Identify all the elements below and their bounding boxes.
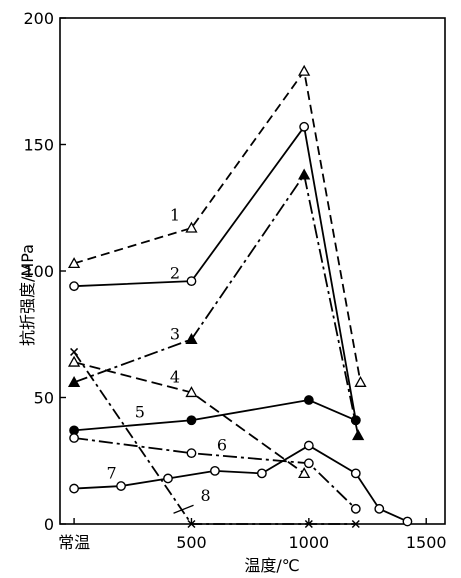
series-3: 3 xyxy=(67,168,365,441)
series-label: 4 xyxy=(170,367,180,386)
data-point xyxy=(374,503,385,514)
y-tick-label: 0 xyxy=(44,515,54,534)
series-line xyxy=(73,437,357,510)
labels: 温度/℃ 抗折强度/MPa xyxy=(18,244,300,575)
y-tick-label: 150 xyxy=(23,136,54,155)
data-point xyxy=(299,121,310,132)
series-label: 3 xyxy=(170,324,180,343)
series-2: 2 xyxy=(69,121,361,426)
y-axis-label: 抗折强度/MPa xyxy=(18,244,37,346)
data-point xyxy=(67,375,81,387)
series-line xyxy=(73,70,362,383)
data-point xyxy=(116,481,126,491)
data-point xyxy=(304,519,313,529)
data-point xyxy=(350,415,361,426)
series-8: 8 xyxy=(70,347,360,529)
data-point xyxy=(350,503,361,514)
data-point xyxy=(210,465,220,476)
series-6: 6 xyxy=(69,433,361,514)
series-line xyxy=(73,173,360,436)
data-point xyxy=(186,448,197,459)
data-point xyxy=(351,519,360,529)
data-point xyxy=(350,468,361,479)
series-1: 1 xyxy=(67,64,367,387)
data-point xyxy=(186,276,197,287)
data-point xyxy=(303,440,314,451)
data-point xyxy=(298,168,311,180)
data-point xyxy=(298,64,311,76)
data-point xyxy=(67,257,81,269)
data-point xyxy=(303,458,314,469)
data-point xyxy=(256,468,267,479)
y-tick-label: 100 xyxy=(23,262,54,281)
y-tick-label: 200 xyxy=(23,9,54,28)
data-point xyxy=(303,395,314,405)
x-tick-label: 1000 xyxy=(288,533,329,552)
series-line xyxy=(73,351,356,525)
series-label: 1 xyxy=(170,205,180,224)
plot-frame xyxy=(59,17,446,525)
series-line xyxy=(74,399,357,432)
data-point xyxy=(67,355,81,367)
series-layer: 1 2 3 4 5 6 7 8 xyxy=(67,64,413,529)
series-line xyxy=(74,125,357,421)
series-label: 7 xyxy=(107,463,117,482)
series-label: 6 xyxy=(217,436,227,455)
x-tick-label: 1500 xyxy=(406,533,447,552)
data-point xyxy=(185,332,198,344)
data-point xyxy=(185,221,198,233)
data-point xyxy=(298,467,311,479)
data-point xyxy=(69,281,79,292)
axes: 0 50 100 150 200 常温 500 1000 1500 xyxy=(23,9,446,552)
data-point xyxy=(163,473,173,484)
data-point xyxy=(187,519,196,529)
series-label: 5 xyxy=(135,403,145,422)
data-point xyxy=(186,415,197,426)
series-label: 2 xyxy=(170,264,180,283)
data-point xyxy=(354,375,367,387)
data-point xyxy=(402,516,413,527)
data-point xyxy=(352,429,365,441)
data-point xyxy=(69,433,79,443)
data-point xyxy=(70,347,79,356)
series-5: 5 xyxy=(69,395,361,436)
data-point xyxy=(69,483,79,494)
series-7: 7 xyxy=(69,440,413,527)
series-8-leader xyxy=(173,504,194,514)
series-label: 8 xyxy=(200,486,210,505)
x-axis-label: 温度/℃ xyxy=(244,556,299,575)
x-tick-label: 常温 xyxy=(58,533,90,552)
x-tick-label: 500 xyxy=(176,533,207,552)
y-tick-label: 50 xyxy=(34,389,54,408)
data-point xyxy=(185,386,198,398)
series-4: 4 xyxy=(67,355,311,479)
